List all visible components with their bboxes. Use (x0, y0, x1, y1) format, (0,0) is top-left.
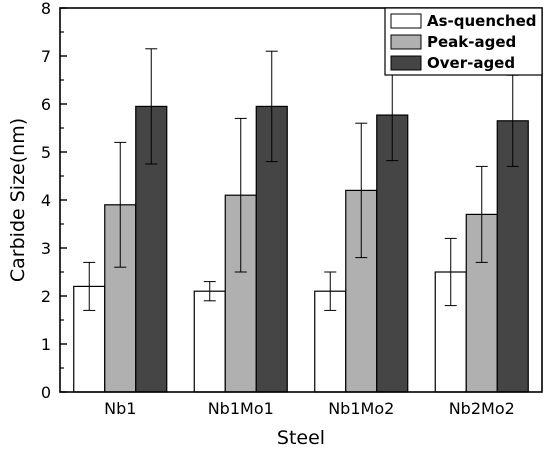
y-tick-label: 6 (41, 95, 51, 114)
x-tick-label: Nb1 (104, 399, 136, 418)
y-axis-title: Carbide Size(nm) (7, 118, 29, 282)
legend-swatch (390, 55, 422, 71)
y-tick-label: 4 (41, 191, 51, 210)
y-tick-label: 7 (41, 47, 51, 66)
legend-swatch (390, 34, 422, 50)
x-tick-label: Nb2Mo2 (449, 399, 515, 418)
y-tick-label: 3 (41, 239, 51, 258)
y-tick-label: 0 (41, 383, 51, 402)
x-tick-label: Nb1Mo2 (328, 399, 394, 418)
y-tick-label: 2 (41, 287, 51, 306)
legend-swatch (390, 13, 422, 29)
x-axis-title: Steel (277, 427, 325, 449)
legend: As-quenched Peak-aged Over-aged (384, 7, 543, 76)
bar (376, 114, 409, 393)
y-tick-label: 5 (41, 143, 51, 162)
bars-group (73, 48, 529, 393)
legend-label: Over-aged (427, 54, 515, 72)
bar (193, 290, 226, 393)
legend-label: Peak-aged (427, 33, 516, 51)
plot-frame (59, 7, 543, 393)
y-tick-label: 8 (41, 0, 51, 18)
y-axis-ticks: 0 1 2 3 4 5 6 7 8 (41, 0, 67, 402)
x-tick-label: Nb1Mo1 (208, 399, 274, 418)
y-tick-label: 1 (41, 335, 51, 354)
legend-label: As-quenched (427, 12, 537, 30)
